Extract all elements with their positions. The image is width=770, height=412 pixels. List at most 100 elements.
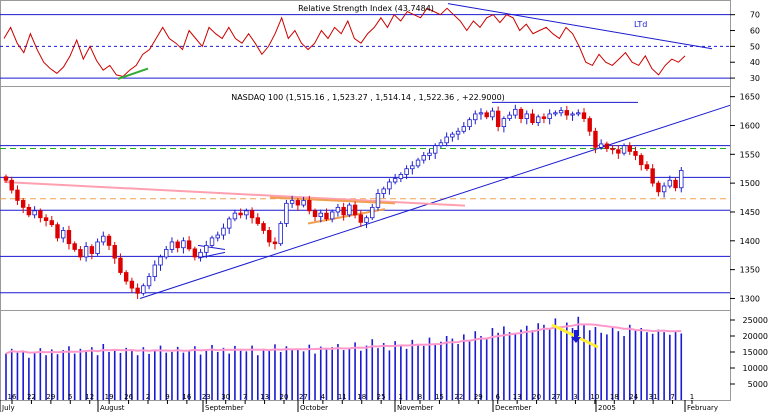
x-tick-label: 30 bbox=[221, 393, 230, 401]
volume-bar bbox=[360, 350, 362, 400]
price-candle-body bbox=[661, 185, 667, 193]
volume-panel-frame bbox=[0, 310, 731, 401]
volume-bar bbox=[508, 332, 511, 400]
x-tick-label: 29 bbox=[46, 393, 55, 401]
x-tick-label: 7 bbox=[670, 393, 674, 401]
price-candle-body bbox=[444, 136, 449, 144]
price-candle-body bbox=[381, 188, 386, 194]
volume-bar bbox=[268, 350, 271, 400]
volume-bar bbox=[445, 336, 448, 400]
volume-bar bbox=[377, 348, 379, 400]
volume-bar bbox=[319, 346, 322, 400]
price-candle-body bbox=[667, 179, 673, 187]
price-candle-body bbox=[129, 280, 135, 289]
price-candle-body bbox=[158, 256, 163, 266]
price-candle-body bbox=[570, 113, 575, 116]
volume-bar bbox=[640, 328, 643, 400]
price-ytick-label: 1400 bbox=[740, 237, 760, 246]
volume-bar bbox=[382, 343, 385, 400]
volume-bar bbox=[365, 345, 368, 400]
volume-bar bbox=[325, 349, 328, 400]
volume-bar bbox=[371, 339, 374, 400]
price-candle-body bbox=[106, 235, 112, 246]
price-candle-body bbox=[644, 164, 650, 170]
volume-bar bbox=[606, 334, 608, 400]
volume-bar bbox=[417, 344, 419, 400]
x-tick-label: 1 bbox=[398, 393, 402, 401]
volume-bar bbox=[131, 351, 133, 400]
price-candle-body bbox=[415, 159, 421, 167]
volume-bar bbox=[491, 328, 494, 400]
price-candle-body bbox=[15, 189, 20, 201]
price-pennant-top bbox=[197, 244, 226, 250]
price-candle-body bbox=[335, 206, 341, 213]
price-candle-body bbox=[209, 237, 215, 246]
price-candle-body bbox=[524, 113, 529, 119]
price-candle-body bbox=[461, 126, 467, 132]
volume-bar bbox=[331, 347, 333, 400]
price-candle-body bbox=[249, 210, 255, 219]
price-candle-body bbox=[610, 148, 615, 151]
volume-bar bbox=[297, 348, 299, 400]
price-candle-body bbox=[3, 176, 9, 181]
volume-ytick-label: 10000 bbox=[743, 364, 768, 373]
volume-bar bbox=[73, 353, 76, 400]
price-ytick-label: 1350 bbox=[740, 266, 760, 275]
price-candle-body bbox=[358, 214, 364, 223]
x-tick-label: 20 bbox=[532, 393, 541, 401]
x-tick-label: 13 bbox=[260, 393, 269, 401]
price-candle-body bbox=[267, 230, 272, 243]
price-candle-body bbox=[152, 264, 157, 277]
price-candle-body bbox=[627, 145, 632, 152]
price-uptrend-line bbox=[139, 104, 731, 299]
price-ytick-label: 1450 bbox=[740, 208, 760, 217]
volume-bar bbox=[10, 348, 13, 400]
volume-bar bbox=[617, 331, 620, 400]
price-candle-body bbox=[55, 224, 60, 239]
price-ytick-label: 1300 bbox=[740, 294, 760, 303]
x-tick-label: 15 bbox=[435, 393, 444, 401]
price-candle-body bbox=[558, 110, 564, 114]
price-candle-body bbox=[530, 113, 535, 123]
volume-bar bbox=[348, 347, 351, 400]
x-month-label: 2005 bbox=[598, 404, 616, 412]
price-candle-body bbox=[198, 251, 203, 258]
price-candle-body bbox=[101, 235, 106, 243]
price-layer bbox=[0, 101, 731, 300]
volume-bar bbox=[125, 347, 127, 400]
volume-bar bbox=[188, 350, 190, 400]
volume-bar bbox=[503, 326, 505, 400]
price-candle-body bbox=[392, 178, 398, 183]
x-month-label: December bbox=[495, 404, 531, 412]
price-candle-body bbox=[507, 114, 512, 119]
price-candle-body bbox=[421, 155, 426, 161]
price-ytick-label: 1500 bbox=[740, 179, 760, 188]
volume-bar bbox=[256, 355, 259, 400]
volume-bar bbox=[148, 353, 150, 400]
volume-bar bbox=[422, 345, 425, 400]
price-title: NASDAQ 100 (1,515.16 , 1,523.27 , 1,514.… bbox=[231, 93, 505, 102]
x-tick-label: 27 bbox=[552, 393, 561, 401]
price-candle-body bbox=[61, 230, 66, 239]
price-candle-body bbox=[181, 240, 186, 249]
x-tick-label: 20 bbox=[280, 393, 289, 401]
volume-bar bbox=[102, 344, 105, 400]
price-candle-body bbox=[295, 200, 301, 206]
x-tick-label: 18 bbox=[357, 393, 366, 401]
volume-bar bbox=[194, 346, 196, 400]
volume-layer bbox=[5, 316, 683, 400]
volume-bar bbox=[646, 332, 648, 400]
x-month-label: July bbox=[1, 404, 15, 412]
price-candle-body bbox=[513, 108, 518, 116]
x-tick-label: 22 bbox=[454, 393, 463, 401]
price-candle-body bbox=[244, 210, 249, 216]
price-candle-body bbox=[135, 287, 140, 294]
volume-bar bbox=[463, 334, 465, 400]
volume-bar bbox=[480, 336, 482, 400]
price-candle-body bbox=[123, 272, 129, 282]
volume-bar bbox=[514, 334, 517, 400]
volume-bar bbox=[548, 328, 551, 400]
price-candle-body bbox=[364, 217, 369, 223]
volume-bar bbox=[560, 326, 562, 400]
volume-bar bbox=[176, 346, 179, 400]
